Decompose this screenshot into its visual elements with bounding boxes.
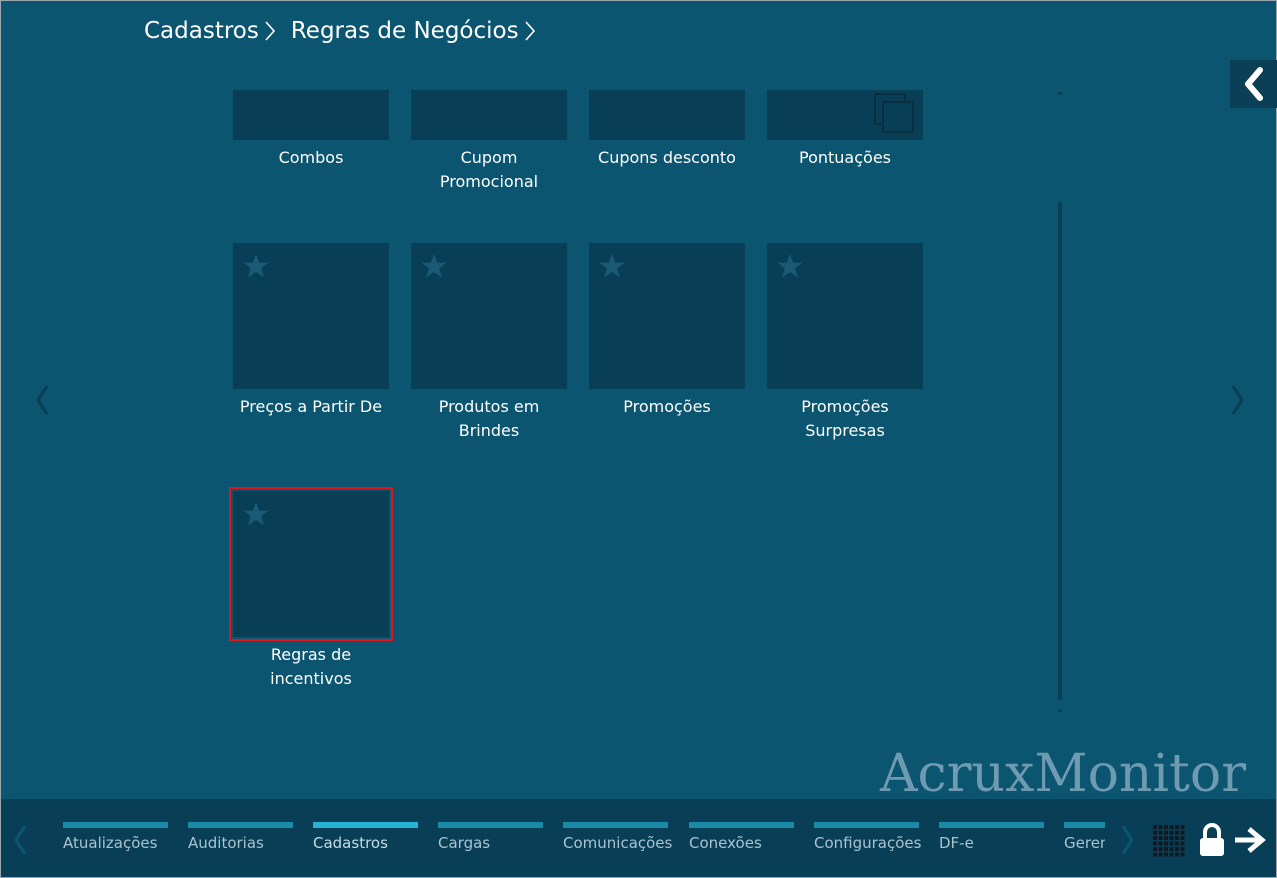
scroll-up-marker[interactable] (1058, 92, 1062, 95)
tile-produtos-em-brindes[interactable]: Produtos em Brindes (411, 243, 567, 443)
taskbar-item-atualizacoes[interactable]: Atualizações (63, 822, 168, 852)
tile-box[interactable] (233, 243, 389, 389)
taskbar-item-auditorias[interactable]: Auditorias (188, 822, 293, 852)
tile-label: Regras de incentivos (270, 645, 352, 688)
tile-label: Cupom Promocional (439, 148, 539, 191)
tile-label: Produtos em Brindes (438, 397, 540, 440)
tile-label: Promoções Surpresas (801, 397, 889, 440)
star-icon[interactable] (421, 253, 447, 279)
tab-label: Geren (1064, 834, 1105, 852)
vertical-scrollbar[interactable] (1058, 202, 1062, 700)
arrow-right-icon[interactable] (1233, 826, 1267, 854)
taskbar-item-cadastros[interactable]: Cadastros (313, 822, 418, 852)
taskbar-next-arrow[interactable] (1118, 822, 1138, 858)
tile-precos-a-partir-de[interactable]: Preços a Partir De (233, 243, 389, 419)
taskbar-item-comunicacoes[interactable]: Comunicações (563, 822, 673, 852)
tab-indicator (313, 822, 418, 828)
taskbar-item-cargas[interactable]: Cargas (438, 822, 543, 852)
tab-label: Cargas (438, 834, 491, 852)
tile-box[interactable] (233, 90, 389, 140)
tab-label: Comunicações (563, 834, 673, 852)
tile-pontuacoes[interactable]: Pontuações (767, 90, 923, 170)
tile-label: Cupons desconto (598, 148, 736, 167)
taskbar-items: Atualizações Auditorias Cadastros Cargas… (63, 822, 1105, 862)
grid-icon[interactable] (1152, 824, 1186, 858)
tab-label: Auditorias (188, 834, 264, 852)
tab-label: Conexões (689, 834, 762, 852)
chevron-right-icon (263, 19, 277, 43)
tab-label: Configurações (814, 834, 922, 852)
tab-indicator (939, 822, 1044, 828)
tab-indicator (563, 822, 668, 828)
taskbar-item-conexoes[interactable]: Conexões (689, 822, 794, 852)
tile-box[interactable] (589, 90, 745, 140)
breadcrumb-regras-de-negocios[interactable]: Regras de Negócios (290, 18, 519, 44)
tab-indicator (1064, 822, 1105, 828)
tile-combos[interactable]: Combos (233, 90, 389, 170)
tile-promocoes[interactable]: Promoções (589, 243, 745, 419)
tab-label: Cadastros (313, 834, 388, 852)
tile-box[interactable] (767, 243, 923, 389)
page-next-arrow[interactable] (1228, 382, 1248, 418)
taskbar-item-df-e[interactable]: DF-e (939, 822, 1044, 852)
star-icon[interactable] (599, 253, 625, 279)
tab-label: DF-e (939, 834, 974, 852)
tab-indicator (689, 822, 794, 828)
chevron-left-icon (1244, 67, 1263, 101)
tile-box[interactable] (589, 243, 745, 389)
tile-regras-de-incentivos[interactable]: Regras de incentivos (229, 487, 393, 691)
tab-label: Atualizações (63, 834, 158, 852)
taskbar (1, 799, 1276, 877)
tile-box[interactable] (229, 487, 393, 641)
star-icon[interactable] (243, 253, 269, 279)
multi-window-icon (874, 93, 914, 133)
tile-cupom-promocional[interactable]: Cupom Promocional (411, 90, 567, 194)
tile-box[interactable] (767, 90, 923, 140)
tile-box[interactable] (411, 243, 567, 389)
tile-label: Promoções (623, 397, 711, 416)
back-button[interactable] (1230, 60, 1277, 108)
tile-label: Pontuações (799, 148, 891, 167)
tile-cupons-desconto[interactable]: Cupons desconto (589, 90, 745, 170)
breadcrumb-cadastros[interactable]: Cadastros (144, 18, 259, 44)
tile-label: Preços a Partir De (239, 397, 383, 416)
page-prev-arrow[interactable] (32, 382, 52, 418)
chevron-right-icon (523, 19, 537, 43)
brand-logo: AcruxMonitor (880, 744, 1247, 804)
star-icon[interactable] (777, 253, 803, 279)
taskbar-prev-arrow[interactable] (10, 822, 30, 858)
tab-indicator (63, 822, 168, 828)
tab-indicator (814, 822, 919, 828)
taskbar-item-geren[interactable]: Geren (1064, 822, 1105, 852)
breadcrumb: Cadastros Regras de Negócios (144, 14, 551, 48)
tile-label: Combos (278, 148, 344, 167)
lock-icon[interactable] (1197, 822, 1227, 858)
chevron-left-icon (14, 825, 27, 855)
chevron-left-icon (36, 385, 49, 415)
chevron-right-icon (1231, 385, 1244, 415)
chevron-right-icon (1121, 825, 1134, 855)
tab-indicator (438, 822, 543, 828)
tab-indicator (188, 822, 293, 828)
star-icon[interactable] (243, 501, 269, 527)
scroll-down-marker[interactable] (1058, 709, 1062, 712)
tile-promocoes-surpresas[interactable]: Promoções Surpresas (767, 243, 923, 443)
taskbar-item-configuracoes[interactable]: Configurações (814, 822, 922, 852)
tile-box[interactable] (411, 90, 567, 140)
